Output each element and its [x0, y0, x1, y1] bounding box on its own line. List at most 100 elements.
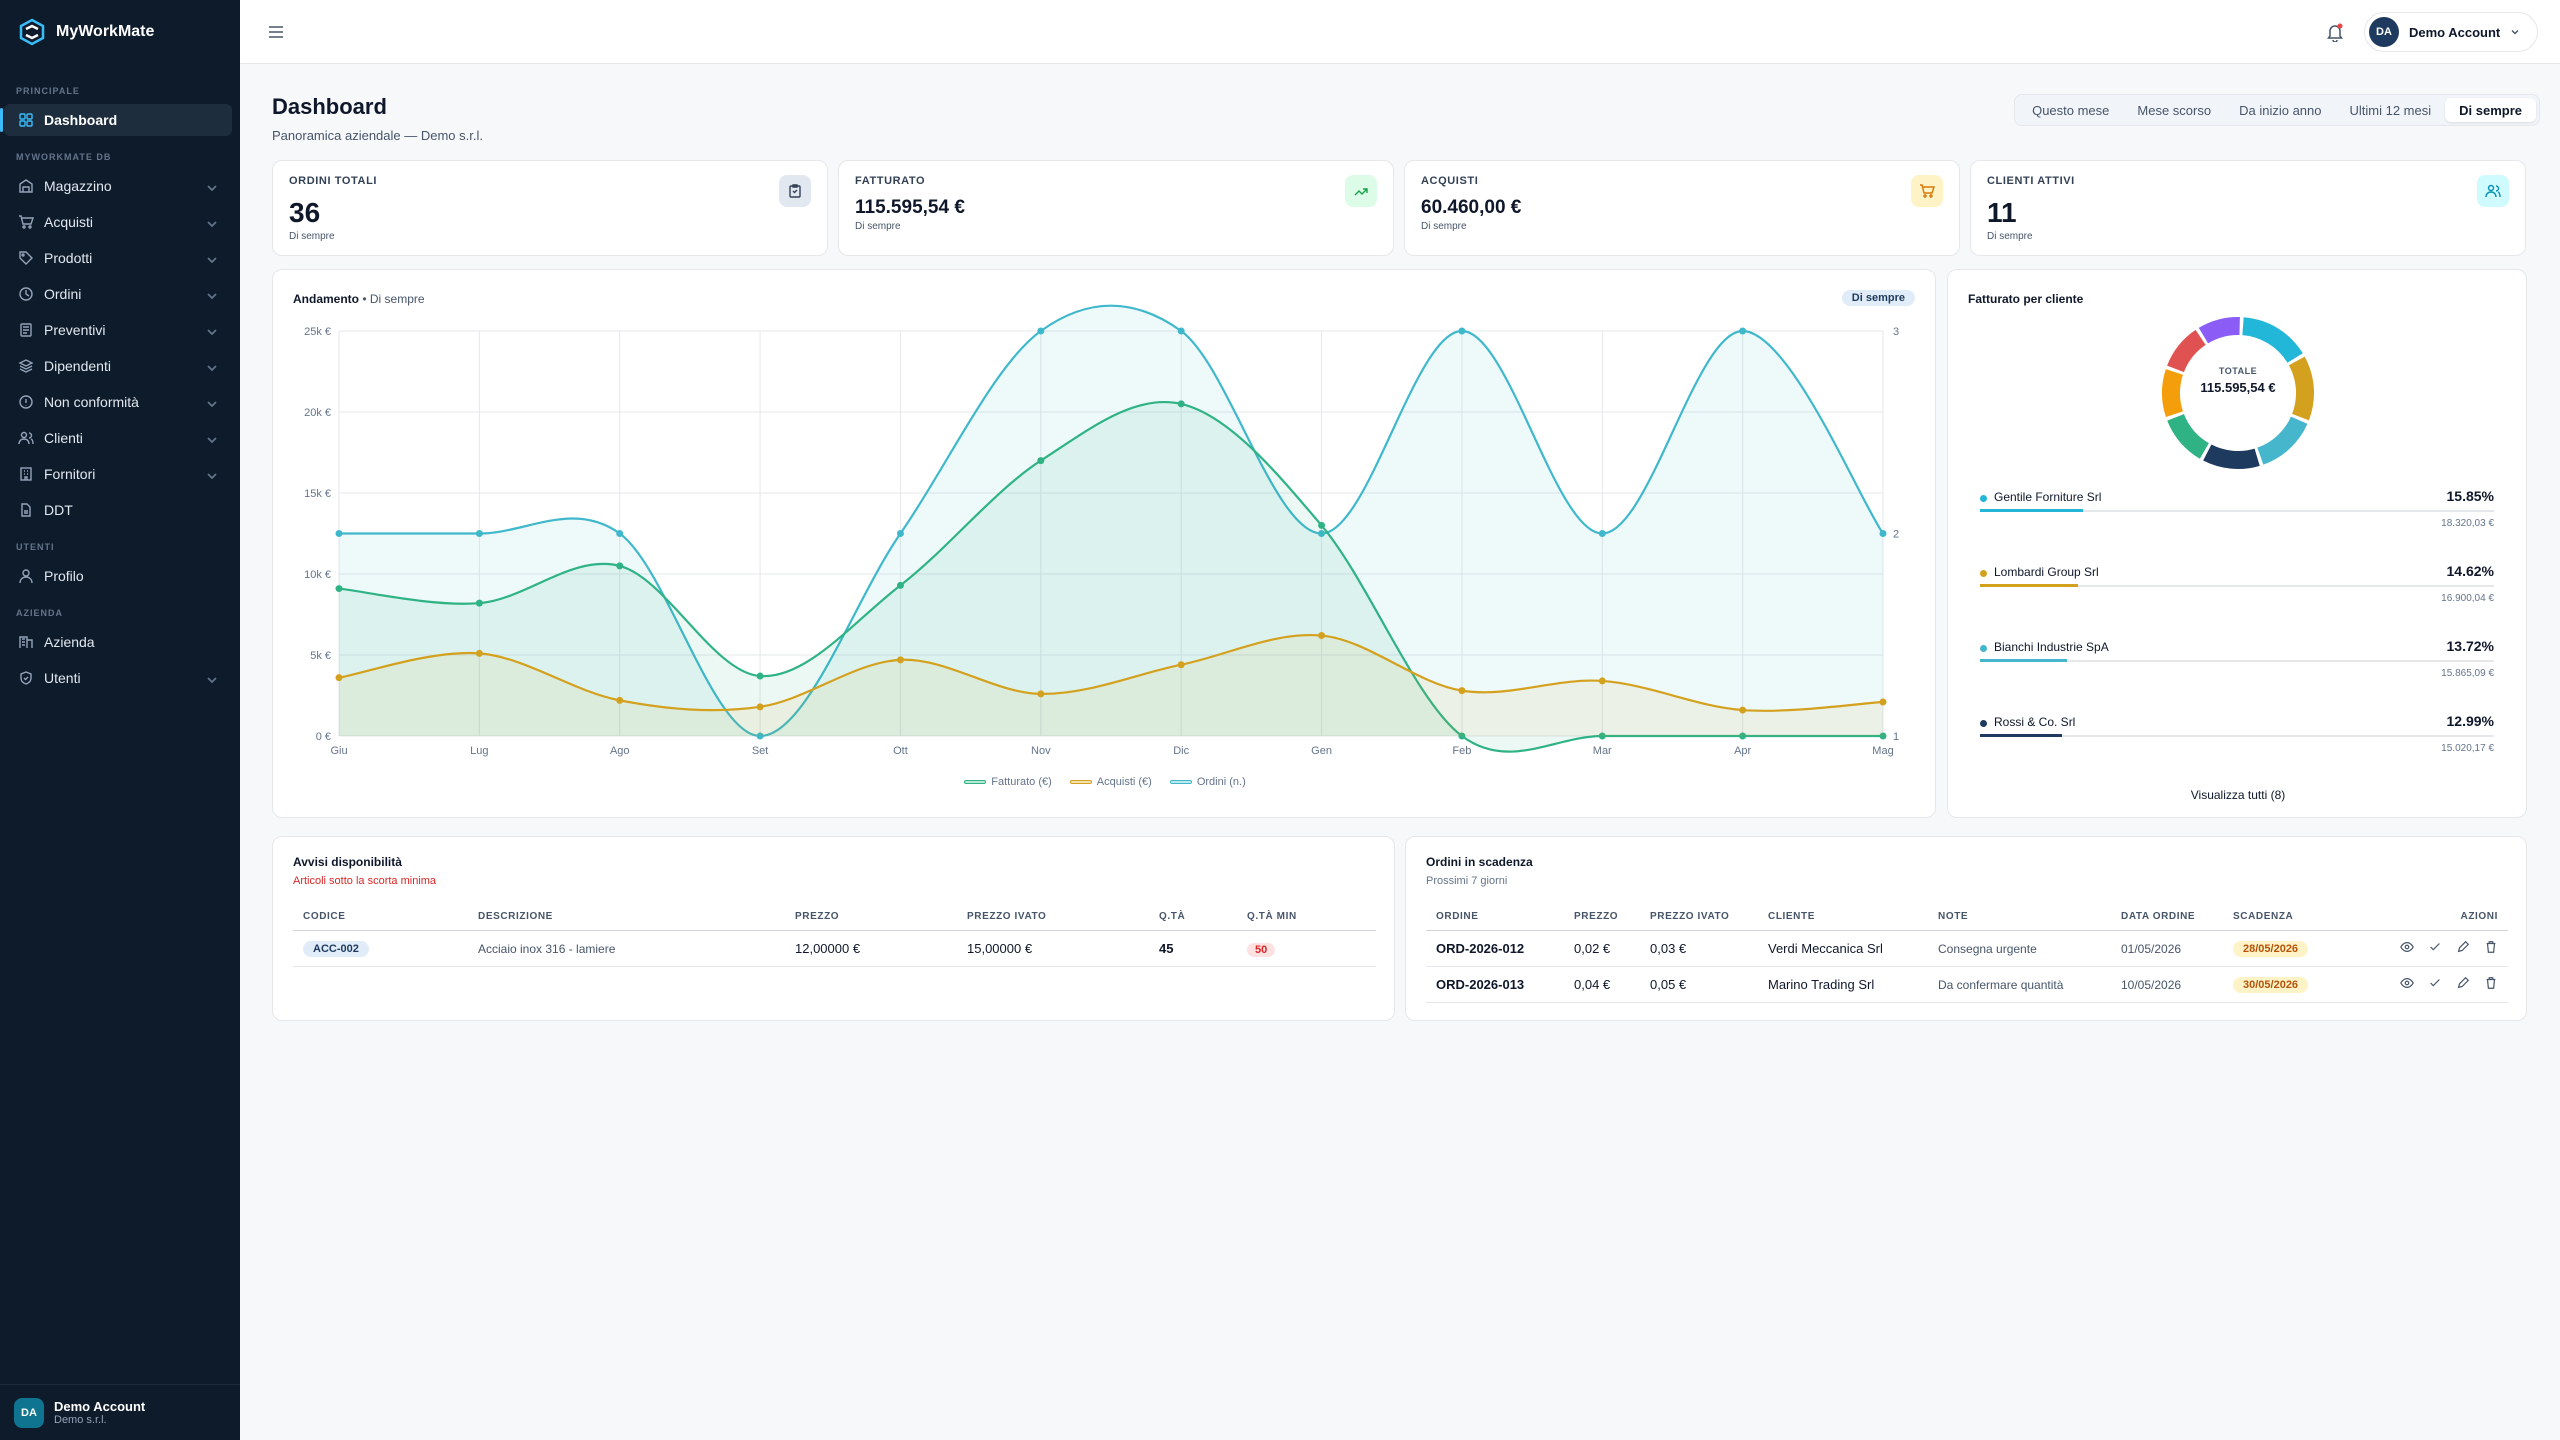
sidebar-item-azienda[interactable]: Azienda: [4, 626, 232, 658]
chevron-down-icon[interactable]: [204, 360, 220, 376]
chevron-down-icon[interactable]: [204, 468, 220, 484]
sidebar-item-ddt[interactable]: DDT: [4, 494, 232, 526]
chevron-down-icon[interactable]: [204, 324, 220, 340]
period-option[interactable]: Mese scorso: [2137, 102, 2212, 118]
chevron-down-icon[interactable]: [204, 672, 220, 688]
sidebar-item-acquisti[interactable]: Acquisti: [4, 206, 232, 238]
donut-slice[interactable]: [2198, 317, 2240, 344]
product-code-badge[interactable]: ACC-002: [303, 941, 369, 957]
period-option[interactable]: Di sempre: [2445, 98, 2536, 122]
donut-slice[interactable]: [2257, 416, 2308, 465]
data-point[interactable]: [1037, 327, 1045, 335]
view-all-link[interactable]: Visualizza tutti (8): [2190, 788, 2286, 802]
view-icon[interactable]: [2400, 940, 2414, 954]
y-tick-label: 15k €: [304, 488, 331, 500]
data-point[interactable]: [1177, 661, 1185, 669]
check-icon[interactable]: [2428, 940, 2442, 954]
sidebar-item-non-conformit-[interactable]: Non conformità: [4, 386, 232, 418]
table-cell: 01/05/2026: [2111, 930, 2223, 967]
donut-slice[interactable]: [2242, 317, 2303, 363]
data-point[interactable]: [616, 562, 624, 570]
donut-slice[interactable]: [2203, 444, 2260, 469]
sidebar-item-dashboard[interactable]: Dashboard: [0, 104, 232, 136]
edit-icon[interactable]: [2456, 976, 2470, 990]
data-point[interactable]: [896, 581, 904, 589]
period-badge: Di sempre: [1841, 290, 1915, 306]
data-point[interactable]: [1177, 400, 1185, 408]
chevron-down-icon[interactable]: [204, 396, 220, 412]
legend-item[interactable]: Acquisti (€): [1069, 776, 1152, 788]
data-point[interactable]: [335, 585, 343, 593]
check-icon[interactable]: [2428, 976, 2442, 990]
trash-icon[interactable]: [2484, 940, 2498, 954]
data-point[interactable]: [1318, 521, 1326, 529]
data-point[interactable]: [616, 696, 624, 704]
data-point[interactable]: [335, 674, 343, 682]
donut-slice[interactable]: [2167, 414, 2209, 459]
data-point[interactable]: [475, 599, 483, 607]
data-point[interactable]: [756, 732, 764, 740]
view-icon[interactable]: [2400, 976, 2414, 990]
data-point[interactable]: [1879, 530, 1887, 537]
data-point[interactable]: [1739, 732, 1747, 740]
y-tick-label: 10k €: [304, 569, 331, 581]
chevron-down-icon[interactable]: [204, 216, 220, 232]
chevron-down-icon[interactable]: [204, 288, 220, 304]
data-point[interactable]: [1458, 687, 1466, 695]
data-point[interactable]: [1037, 457, 1045, 465]
data-point[interactable]: [1177, 327, 1185, 335]
data-point[interactable]: [475, 649, 483, 657]
period-option[interactable]: Questo mese: [2032, 102, 2110, 118]
table-row[interactable]: ACC-002 Acciaio inox 316 - lamiere 12,0000…: [293, 930, 1376, 967]
kpi-card: ACQUISTI 60.460,00 € Di sempre: [1404, 160, 1960, 256]
sidebar-item-utenti[interactable]: Utenti: [4, 662, 232, 694]
sidebar-item-prodotti[interactable]: Prodotti: [4, 242, 232, 274]
sidebar-item-ordini[interactable]: Ordini: [4, 278, 232, 310]
kpi-label: CLIENTI ATTIVI: [1987, 175, 2075, 187]
sidebar-item-preventivi[interactable]: Preventivi: [4, 314, 232, 346]
data-point[interactable]: [335, 530, 343, 537]
data-point[interactable]: [475, 530, 483, 537]
data-point[interactable]: [1739, 327, 1747, 335]
data-point[interactable]: [1318, 530, 1326, 537]
sidebar-item-profilo[interactable]: Profilo: [4, 560, 232, 592]
data-point[interactable]: [1598, 530, 1606, 537]
data-point[interactable]: [1458, 732, 1466, 740]
data-point[interactable]: [1879, 698, 1887, 706]
edit-icon[interactable]: [2456, 940, 2470, 954]
period-option[interactable]: Da inizio anno: [2239, 102, 2322, 118]
data-point[interactable]: [1318, 632, 1326, 640]
period-option[interactable]: Ultimi 12 mesi: [2349, 102, 2432, 118]
data-point[interactable]: [756, 672, 764, 680]
legend-item[interactable]: Ordini (n.): [1169, 776, 1246, 788]
table-row[interactable]: ORD-2026-013 0,04 € 0,05 € Marino Trading S…: [1426, 966, 2508, 1003]
legend-item[interactable]: Fatturato (€): [964, 776, 1052, 788]
data-point[interactable]: [1739, 706, 1747, 714]
notification-bell-icon[interactable]: [2326, 22, 2344, 42]
data-point[interactable]: [1598, 732, 1606, 740]
chevron-down-icon[interactable]: [204, 252, 220, 268]
table-row[interactable]: ORD-2026-012 0,02 € 0,03 € Verdi Meccanica …: [1426, 930, 2508, 967]
data-point[interactable]: [1037, 690, 1045, 698]
sidebar-item-magazzino[interactable]: Magazzino: [4, 170, 232, 202]
data-point[interactable]: [616, 530, 624, 537]
data-point[interactable]: [756, 703, 764, 711]
brand-logo[interactable]: MyWorkMate: [18, 18, 154, 46]
data-point[interactable]: [896, 656, 904, 664]
data-point[interactable]: [896, 530, 904, 537]
chevron-down-icon[interactable]: [204, 432, 220, 448]
trash-icon[interactable]: [2484, 976, 2498, 990]
data-point[interactable]: [1879, 732, 1887, 740]
chevron-down-icon[interactable]: [204, 180, 220, 196]
donut-slice[interactable]: [2162, 369, 2183, 418]
user-menu[interactable]: DA Demo Account: [2364, 12, 2538, 52]
sidebar-item-clienti[interactable]: Clienti: [4, 422, 232, 454]
donut-slice[interactable]: [2167, 329, 2206, 373]
donut-slice[interactable]: [2288, 356, 2314, 421]
sidebar-user[interactable]: DA Demo Account Demo s.r.l.: [0, 1384, 240, 1440]
sidebar-item-fornitori[interactable]: Fornitori: [4, 458, 232, 490]
sidebar-item-dipendenti[interactable]: Dipendenti: [4, 350, 232, 382]
data-point[interactable]: [1458, 327, 1466, 335]
data-point[interactable]: [1598, 677, 1606, 685]
menu-icon[interactable]: [268, 25, 284, 39]
